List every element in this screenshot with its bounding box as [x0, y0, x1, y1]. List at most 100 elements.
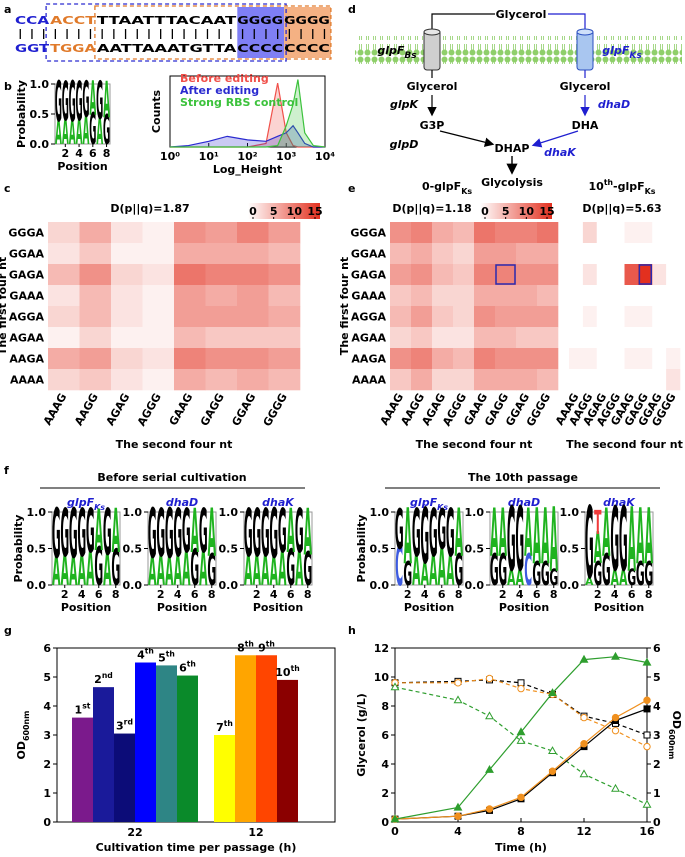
x-tick-label: 8	[550, 588, 558, 601]
heat-cell	[610, 327, 625, 349]
heat-cell	[569, 222, 584, 244]
panel-label: a	[4, 3, 11, 16]
heat-cell	[624, 348, 639, 370]
y-tick-label: AGAA	[351, 332, 386, 345]
heat-cell	[390, 243, 412, 265]
y-tick-label: GGGA	[350, 227, 386, 240]
logo-letter: A	[62, 112, 69, 153]
heat-cell	[638, 264, 653, 286]
marker	[485, 711, 494, 720]
y-tick-label: 0	[381, 816, 389, 829]
logo-letter: A	[76, 112, 83, 153]
heat-cell	[596, 222, 611, 244]
logo-letter: G	[207, 544, 216, 596]
x-tick-label: GAGG	[198, 391, 227, 428]
bar-label: 7th	[216, 719, 233, 734]
logo-letter: A	[429, 544, 437, 596]
colorbar-label: 0	[481, 205, 489, 218]
logo-title: glpFKs	[67, 496, 105, 512]
heat-cell	[453, 243, 475, 265]
logo-letter: A	[78, 544, 86, 596]
logo-letter: A	[611, 566, 620, 591]
heat-cell	[411, 243, 433, 265]
heat-cell	[174, 369, 206, 391]
heat-cell	[174, 243, 206, 265]
heat-cell	[174, 348, 206, 370]
y-tick-label: AAGA	[9, 353, 44, 366]
axis-title: Glycerol (g/L)	[355, 693, 368, 777]
logo-letter: G	[261, 496, 270, 573]
x-tick-label: AAGG	[72, 391, 101, 428]
highlight-box	[495, 264, 516, 285]
heat-cell	[652, 222, 667, 244]
heat-cell	[610, 306, 625, 328]
subscript: Ks	[94, 503, 105, 512]
marker	[642, 799, 652, 808]
axis-title: OD600nm	[15, 711, 31, 760]
logo-letter: A	[69, 548, 77, 596]
logo-letter: G	[602, 544, 611, 596]
logo-letter: G	[644, 554, 653, 593]
logo-letter: A	[304, 496, 312, 570]
heat-cell	[495, 264, 517, 286]
channel	[423, 29, 441, 71]
heat-cell	[666, 306, 681, 328]
heat-cell	[582, 348, 598, 370]
heat-cell	[474, 222, 496, 244]
marker	[485, 805, 494, 813]
logo-letter: G	[490, 544, 499, 596]
node-label: DHA	[572, 119, 599, 132]
series-line	[394, 656, 648, 820]
logo-letter: G	[619, 489, 628, 591]
x-tick-label: 4	[270, 588, 278, 601]
bar	[235, 655, 256, 822]
axis-title: Cultivation time per passage (h)	[96, 841, 297, 854]
y-tick-label: GAGA	[351, 269, 387, 282]
legend-entry: Before editing	[180, 72, 269, 85]
channel-top	[576, 28, 594, 36]
logo-letter: G	[412, 496, 421, 573]
panel-label: b	[4, 80, 12, 93]
subscript: Bs	[404, 51, 417, 61]
heat-cell	[569, 243, 584, 265]
heat-cell	[582, 285, 598, 307]
x-tick-label: 0	[391, 825, 399, 838]
logo-letter: G	[437, 499, 446, 563]
heat-cell	[268, 348, 301, 370]
axis-title: The second four nt	[566, 438, 683, 451]
panel-label: h	[348, 624, 356, 637]
heat-cell	[111, 327, 143, 349]
logo-letter: A	[112, 498, 120, 568]
bar	[277, 679, 298, 822]
bar-label: 5th	[158, 649, 175, 664]
marker	[453, 802, 463, 811]
transporter-label: glpFKs	[602, 44, 642, 61]
heat-cell	[596, 348, 611, 370]
text-part: Glycerol (g/L)	[355, 693, 368, 777]
sequence-segment: CCCC	[237, 42, 283, 55]
text-part: The first four nt	[338, 257, 351, 355]
y-tick-label: GAGA	[9, 269, 45, 282]
axis-title: Probability	[15, 80, 28, 148]
heat-cell	[474, 306, 496, 328]
heat-cell	[652, 348, 667, 370]
y-tick-label: GGAA	[351, 248, 387, 261]
y-tick-label: 6	[653, 642, 661, 655]
heat-cell	[638, 285, 653, 307]
text-part: nd	[102, 671, 113, 680]
heat-cell	[111, 264, 143, 286]
sequence-segment: CCCC	[284, 42, 330, 55]
heat-cell	[516, 222, 538, 244]
heat-cell	[537, 285, 559, 307]
heat-cell	[666, 222, 681, 244]
heat-cell	[79, 327, 112, 349]
logo-letter: G	[165, 494, 174, 574]
logo-letter: G	[446, 496, 455, 573]
heat-cell	[537, 327, 559, 349]
bar-label: 4th	[137, 647, 154, 662]
arrow	[531, 130, 579, 148]
x-tick-label: 10⁰	[160, 150, 180, 163]
panel-label: g	[4, 624, 12, 637]
text-part: 7	[216, 721, 224, 734]
text-part: 4	[137, 649, 145, 662]
